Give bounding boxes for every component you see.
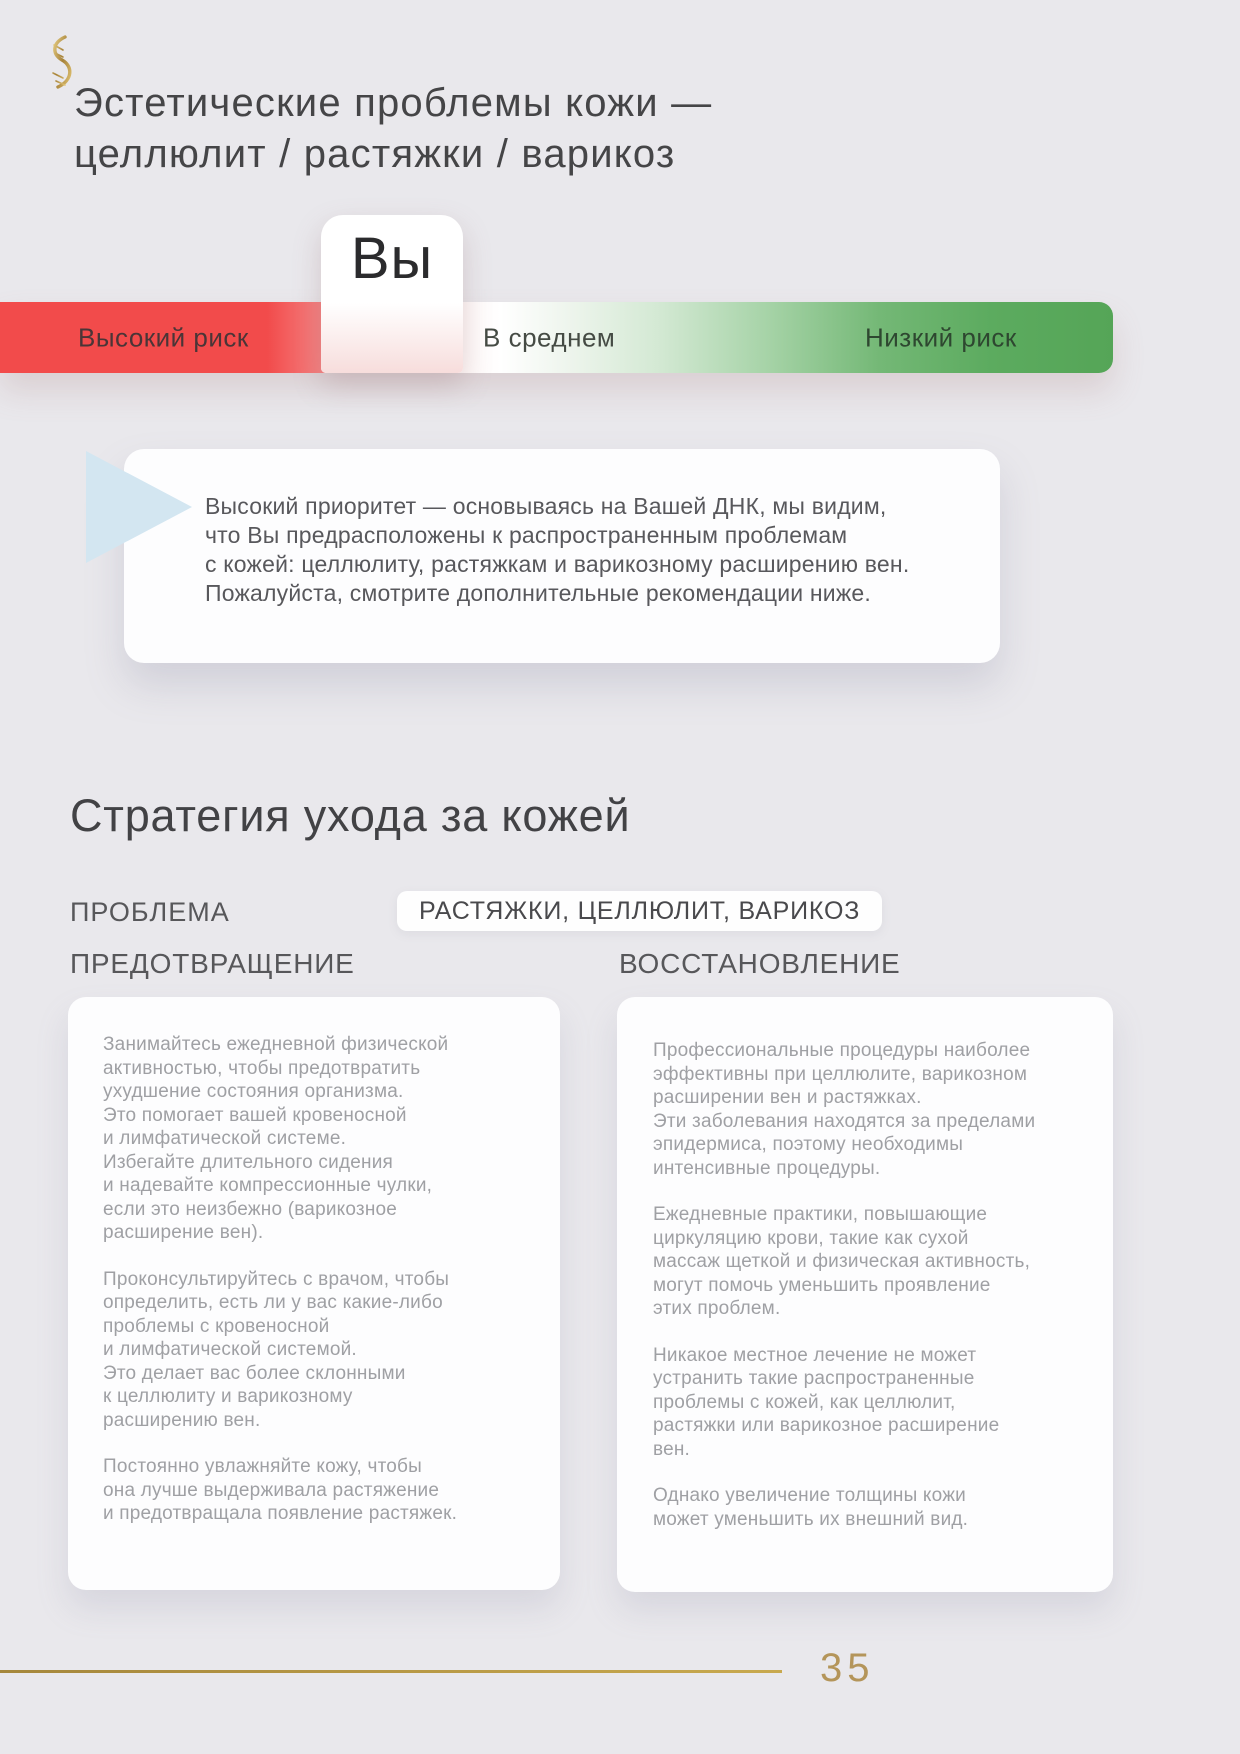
restoration-paragraph: Никакое местное лечение не может устрани… (653, 1344, 1000, 1460)
dna-helix-logo-icon (52, 35, 72, 89)
problem-value-badge: РАСТЯЖКИ, ЦЕЛЛЮЛИТ, ВАРИКОЗ (397, 891, 883, 931)
footer-gold-rule (0, 1670, 782, 1673)
risk-marker-label: Вы (350, 226, 434, 291)
priority-callout-card: Высокий приоритет — основываясь на Вашей… (124, 449, 1000, 663)
risk-gradient-bar: Высокий риск В среднем Низкий риск (0, 302, 1113, 373)
prevention-paragraph: Проконсультируйтесь с врачом, чтобы опре… (103, 1268, 450, 1431)
risk-marker-you: Вы (321, 215, 463, 373)
restoration-column-header: ВОССТАНОВЛЕНИЕ (619, 948, 901, 979)
restoration-paragraph: Однако увеличение толщины кожи может уме… (653, 1485, 969, 1530)
restoration-card: Профессиональные процедуры наиболее эффе… (617, 997, 1113, 1592)
restoration-paragraph: Ежедневные практики, повышающие циркуляц… (653, 1204, 1031, 1319)
prevention-paragraph: Занимайтесь ежедневной физической активн… (103, 1034, 449, 1243)
page-title: Эстетические проблемы кожи — целлюлит / … (74, 81, 713, 176)
priority-callout-text: Высокий приоритет — основываясь на Вашей… (205, 493, 910, 606)
restoration-paragraph: Профессиональные процедуры наиболее эффе… (653, 1040, 1036, 1179)
prevention-card: Занимайтесь ежедневной физической активн… (68, 997, 560, 1590)
risk-label-high: Высокий риск (78, 322, 249, 352)
risk-label-low: Низкий риск (865, 322, 1017, 352)
prevention-column-header: ПРЕДОТВРАЩЕНИЕ (70, 948, 355, 979)
problem-label: ПРОБЛЕМА (70, 897, 230, 927)
prevention-paragraph: Постоянно увлажняйте кожу, чтобы она луч… (103, 1456, 458, 1524)
risk-label-medium: В среднем (483, 322, 616, 352)
page-number: 35 (820, 1646, 875, 1690)
strategy-section-title: Стратегия ухода за кожей (70, 790, 631, 841)
